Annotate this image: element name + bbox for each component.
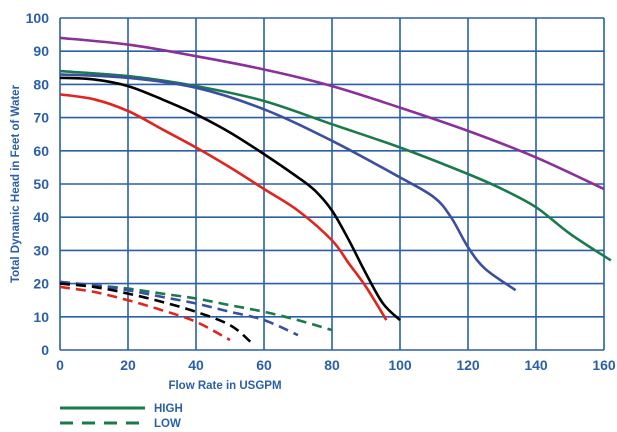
y-tick-label: 70 (33, 110, 49, 126)
y-tick-label: 50 (33, 176, 49, 192)
y-tick-label: 100 (26, 10, 50, 26)
x-tick-label: 140 (524, 357, 548, 373)
legend-label-high: HIGH (154, 403, 183, 415)
high-curve-0 (60, 36, 605, 191)
y-tick-label: 80 (33, 76, 49, 92)
y-axis-ticks: 0 10 20 30 40 50 60 70 80 90 100 (26, 10, 50, 358)
y-tick-label: 0 (41, 342, 49, 358)
x-tick-label: 0 (56, 357, 64, 373)
low-curve-7 (60, 282, 252, 343)
x-tick-label: 120 (456, 357, 480, 373)
y-tick-label: 30 (33, 242, 49, 258)
y-tick-label: 60 (33, 143, 49, 159)
legend-label-low: LOW (154, 418, 181, 430)
x-tick-label: 80 (324, 357, 340, 373)
low-curve-6 (60, 280, 299, 337)
legend: HIGH LOW (60, 403, 183, 430)
x-tick-label: 100 (388, 357, 412, 373)
x-axis-label: Flow Rate in USGPM (168, 380, 281, 392)
x-tick-label: 20 (120, 357, 136, 373)
y-axis-label: Total Dynamic Head in Feet of Water (10, 84, 22, 283)
y-tick-label: 10 (33, 309, 49, 325)
x-axis-ticks: 0 20 40 60 80 100 120 140 160 (56, 357, 616, 373)
y-tick-label: 20 (33, 276, 49, 292)
y-tick-label: 90 (33, 43, 49, 59)
low-curve-8 (60, 285, 231, 342)
x-tick-label: 160 (592, 357, 616, 373)
high-curve-1 (60, 69, 612, 262)
chart-grid (59, 17, 605, 351)
y-tick-label: 40 (33, 209, 49, 225)
chart-curves (60, 36, 612, 343)
x-tick-label: 60 (256, 357, 272, 373)
high-curve-3 (60, 76, 401, 322)
low-curve-5 (60, 280, 333, 332)
high-curve-4 (60, 93, 388, 321)
x-tick-label: 40 (188, 357, 204, 373)
high-curve-2 (60, 73, 517, 292)
